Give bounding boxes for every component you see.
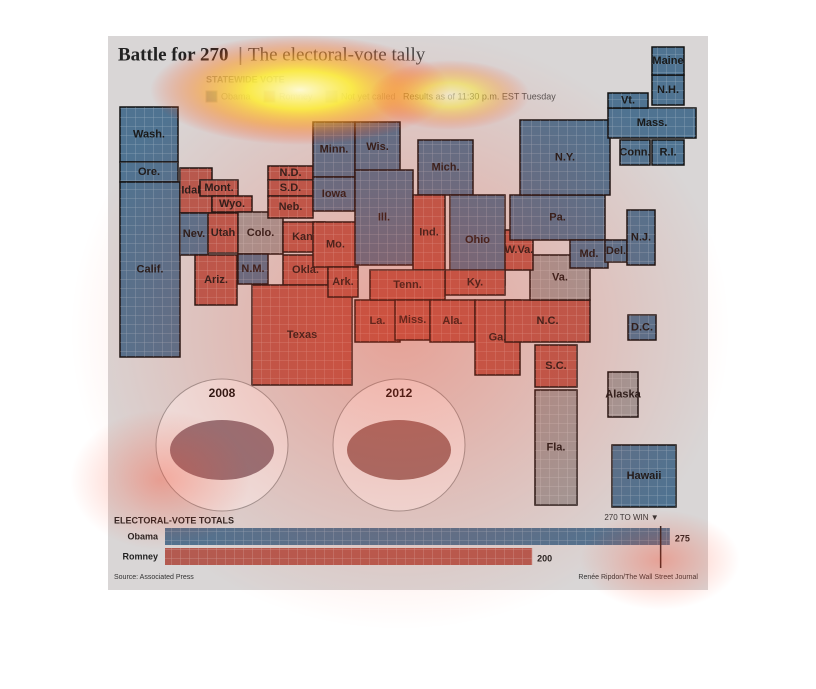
separator: | [238, 45, 243, 66]
state-label: Colo. [247, 227, 275, 239]
bar-category: Obama [127, 531, 159, 541]
state-label: Fla. [547, 441, 566, 453]
state-label: Ind. [419, 226, 439, 238]
state-label: Ark. [332, 276, 353, 288]
state-label: S.D. [280, 182, 301, 194]
inset-map [347, 420, 451, 480]
legend-heading: STATEWIDE VOTE [206, 74, 285, 84]
state-label: Texas [287, 329, 317, 341]
state-label: Ga. [489, 331, 507, 343]
state-label: Hawaii [627, 470, 662, 482]
state-label: Neb. [279, 201, 303, 213]
bar-grid [165, 548, 533, 565]
credit: Renée Ripdon/The Wall Street Journal [578, 574, 698, 581]
state-label: Utah [211, 227, 236, 239]
state-label: Nev. [183, 228, 205, 240]
threshold-label: 270 TO WIN ▼ [604, 513, 658, 522]
state-label: Mo. [326, 238, 345, 250]
title: Battle for 270 [118, 44, 228, 65]
state-label: W.Va. [505, 244, 534, 256]
state-label: Pa. [549, 211, 566, 223]
inset-map [170, 420, 274, 480]
state-label: La. [370, 315, 386, 327]
state-label: Wis. [366, 141, 389, 153]
state-label: Minn. [320, 143, 349, 155]
legend-swatch [263, 90, 276, 103]
state-label: N.C. [537, 315, 559, 327]
state-label: Tenn. [393, 279, 422, 291]
state-label: Miss. [399, 314, 427, 326]
bar-value: 200 [537, 553, 552, 563]
legend-label: Not yet called [341, 91, 396, 101]
state-label: Ariz. [204, 274, 228, 286]
state-label: Alaska [605, 388, 641, 400]
state-label: N.D. [280, 167, 302, 179]
state-label: Mich. [431, 161, 459, 173]
state-label: Va. [552, 271, 568, 283]
state-label: N.Y. [555, 151, 575, 163]
state-label: D.C. [631, 321, 653, 333]
bar-value: 275 [675, 533, 690, 543]
state-label: Ala. [442, 315, 462, 327]
state-label: Conn. [619, 146, 650, 158]
bar-grid [165, 528, 670, 545]
state-label: Mont. [204, 182, 233, 194]
state-label: Del. [606, 245, 626, 257]
state-label: Maine [652, 55, 683, 67]
state-label: S.C. [545, 360, 566, 372]
chart-title: ELECTORAL-VOTE TOTALS [114, 515, 234, 525]
state-label: Ky. [467, 276, 483, 288]
inset-year: 2012 [386, 386, 413, 400]
subtitle: The electoral-vote tally [248, 44, 426, 65]
state-label: N.M. [241, 263, 264, 275]
state-label: N.H. [657, 84, 679, 96]
inset-year: 2008 [209, 386, 236, 400]
state-label: N.J. [631, 231, 651, 243]
legend-swatch [325, 90, 338, 103]
source: Source: Associated Press [114, 574, 194, 581]
bar-category: Romney [122, 551, 158, 561]
state-label: Mass. [637, 117, 668, 129]
state-label: Ohio [465, 234, 490, 246]
state-label: Md. [580, 248, 599, 260]
legend-label: Obama [221, 91, 251, 101]
legend-swatch [205, 90, 218, 103]
state-label: Iowa [322, 188, 347, 200]
legend-note: Results as of 11:30 p.m. EST Tuesday [403, 91, 556, 101]
legend-label: Romney [279, 91, 313, 101]
state-label: Calif. [137, 263, 164, 275]
state-label: R.I. [659, 146, 676, 158]
state-label: Vt. [621, 94, 635, 106]
state-label: Wyo. [219, 198, 245, 210]
state-label: Ore. [138, 166, 160, 178]
state-label: Wash. [133, 128, 165, 140]
state-label: Ill. [378, 211, 390, 223]
